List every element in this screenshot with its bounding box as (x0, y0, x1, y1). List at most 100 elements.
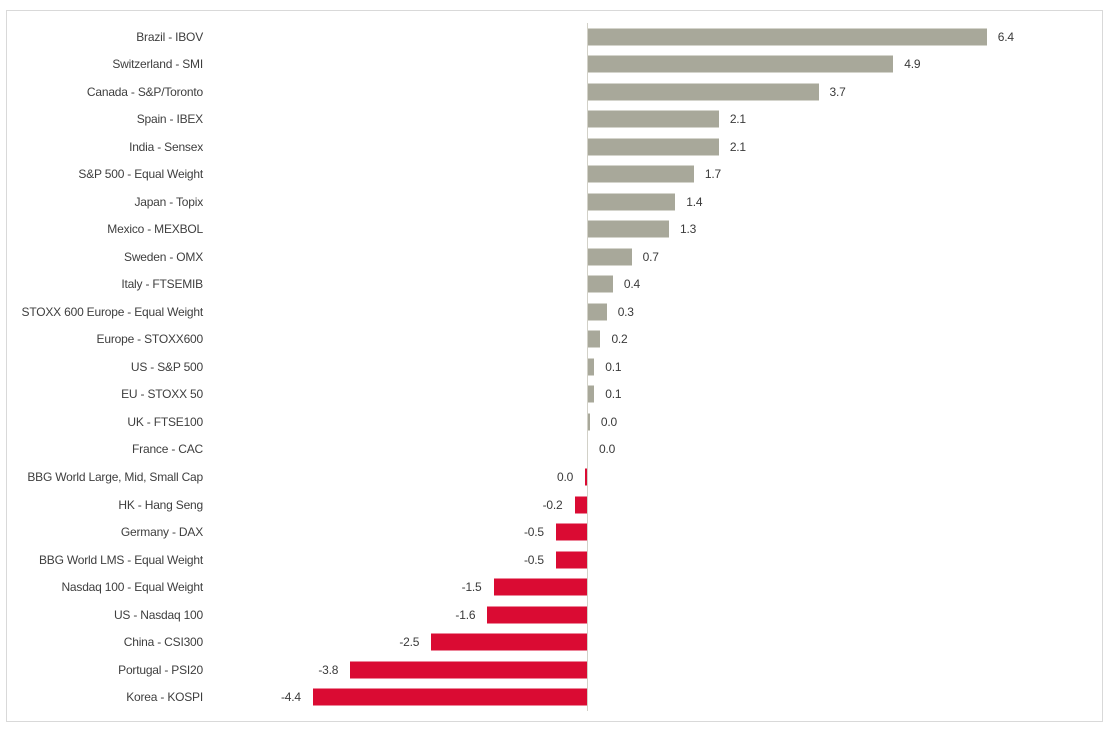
value-label: 0.3 (617, 304, 634, 319)
category-label: BBG World LMS - Equal Weight (38, 552, 203, 567)
category-label: China - CSI300 (123, 635, 203, 650)
positive-bar (588, 28, 987, 46)
chart-row: US - S&P 500 0.1 (7, 353, 1102, 381)
category-label: Nasdaq 100 - Equal Weight (61, 580, 203, 595)
negative-bar (350, 661, 587, 679)
negative-bar (585, 468, 587, 486)
category-label: HK - Hang Seng (118, 497, 203, 512)
positive-bar (588, 193, 676, 211)
chart-row: Brazil - IBOV 6.4 (7, 23, 1102, 51)
chart-row: UK - FTSE100 0.0 (7, 408, 1102, 436)
category-label: Canada - S&P/Toronto (86, 84, 203, 99)
value-label: 2.1 (729, 112, 746, 127)
category-label: France - CAC (132, 442, 203, 457)
positive-bar (588, 303, 607, 321)
category-label: US - Nasdaq 100 (113, 607, 203, 622)
category-label: Sweden - OMX (124, 249, 203, 264)
value-label: -0.5 (523, 525, 544, 540)
chart-row: Nasdaq 100 - Equal Weight -1.5 (7, 573, 1102, 601)
negative-bar (574, 496, 587, 514)
value-label: 1.3 (679, 222, 697, 237)
positive-bar (588, 413, 590, 431)
value-label: -0.5 (523, 552, 544, 567)
chart-row: EU - STOXX 50 0.1 (7, 381, 1102, 409)
category-label: Switzerland - SMI (112, 57, 203, 72)
negative-bar (493, 578, 587, 596)
value-label: 0.0 (600, 414, 617, 429)
positive-bar (588, 220, 669, 238)
chart-row: Portugal - PSI20 -3.8 (7, 656, 1102, 684)
zero-axis-line (587, 23, 588, 711)
chart-row: India - Sensex 2.1 (7, 133, 1102, 161)
chart-row: Sweden - OMX 0.7 (7, 243, 1102, 271)
chart-row: STOXX 600 Europe - Equal Weight 0.3 (7, 298, 1102, 326)
category-label: Japan - Topix (134, 194, 203, 209)
positive-bar (588, 385, 595, 403)
value-label: 1.4 (686, 194, 703, 209)
value-label: 3.7 (829, 84, 846, 99)
category-label: STOXX 600 Europe - Equal Weight (21, 304, 204, 319)
positive-bar (588, 275, 613, 293)
chart-row: Spain - IBEX 2.1 (7, 106, 1102, 134)
chart-row: Switzerland - SMI 4.9 (7, 51, 1102, 79)
value-label: -1.6 (455, 607, 476, 622)
positive-bar (588, 248, 632, 266)
chart-row: Italy - FTSEMIB 0.4 (7, 271, 1102, 299)
negative-bar (312, 688, 587, 706)
chart-row: S&P 500 - Equal Weight 1.7 (7, 161, 1102, 189)
positive-bar (588, 330, 601, 348)
value-label: 6.4 (997, 29, 1014, 44)
value-label: 0.0 (557, 470, 574, 484)
chart-frame: Brazil - IBOV 6.4 Switzerland - SMI 4.9 Cana… (6, 10, 1103, 722)
positive-bar (588, 83, 819, 101)
chart-row: BBG World Large, Mid, Small Cap 0.0 (7, 463, 1102, 491)
value-label: 0.4 (623, 277, 640, 292)
category-label: S&P 500 - Equal Weight (78, 167, 203, 182)
positive-bar (588, 110, 719, 128)
chart-row: BBG World LMS - Equal Weight -0.5 (7, 546, 1102, 574)
value-label: 0.1 (605, 359, 622, 374)
chart-row: China - CSI300 -2.5 (7, 628, 1102, 656)
category-label: Germany - DAX (120, 525, 203, 540)
chart-rows: Brazil - IBOV 6.4 Switzerland - SMI 4.9 Cana… (7, 23, 1102, 711)
value-label: -0.2 (542, 497, 563, 512)
value-label: -4.4 (280, 690, 301, 705)
chart-row: Europe - STOXX600 0.2 (7, 326, 1102, 354)
category-label: BBG World Large, Mid, Small Cap (27, 470, 203, 484)
chart-row: Korea - KOSPI -4.4 (7, 683, 1102, 711)
positive-bar (588, 55, 894, 73)
value-label: 0.0 (599, 442, 616, 457)
chart-row: HK - Hang Seng -0.2 (7, 491, 1102, 519)
value-label: -2.5 (399, 635, 420, 650)
category-label: Portugal - PSI20 (118, 662, 203, 677)
chart-row: Mexico - MEXBOL 1.3 (7, 216, 1102, 244)
negative-bar (431, 633, 587, 651)
chart-row: US - Nasdaq 100 -1.6 (7, 601, 1102, 629)
category-label: Mexico - MEXBOL (107, 222, 203, 237)
chart-row: Japan - Topix 1.4 (7, 188, 1102, 216)
value-label: 0.1 (605, 387, 622, 402)
value-label: 1.7 (704, 167, 721, 182)
category-label: Brazil - IBOV (136, 29, 203, 44)
category-label: EU - STOXX 50 (121, 387, 203, 402)
positive-bar (588, 165, 694, 183)
negative-bar (555, 551, 587, 569)
category-label: India - Sensex (129, 139, 203, 154)
category-label: UK - FTSE100 (127, 414, 203, 429)
value-label: 2.1 (729, 139, 746, 154)
positive-bar (588, 138, 719, 156)
value-label: -1.5 (461, 580, 482, 595)
negative-bar (555, 523, 587, 541)
negative-bar (487, 606, 587, 624)
category-label: US - S&P 500 (130, 359, 203, 374)
category-label: Korea - KOSPI (126, 690, 203, 705)
value-label: 0.2 (611, 332, 628, 347)
category-label: Spain - IBEX (136, 112, 204, 127)
value-label: -3.8 (318, 662, 339, 677)
chart-row: Germany - DAX -0.5 (7, 518, 1102, 546)
value-label: 0.7 (642, 249, 659, 264)
positive-bar (588, 358, 595, 376)
chart-row: France - CAC 0.0 (7, 436, 1102, 464)
value-label: 4.9 (904, 57, 921, 72)
